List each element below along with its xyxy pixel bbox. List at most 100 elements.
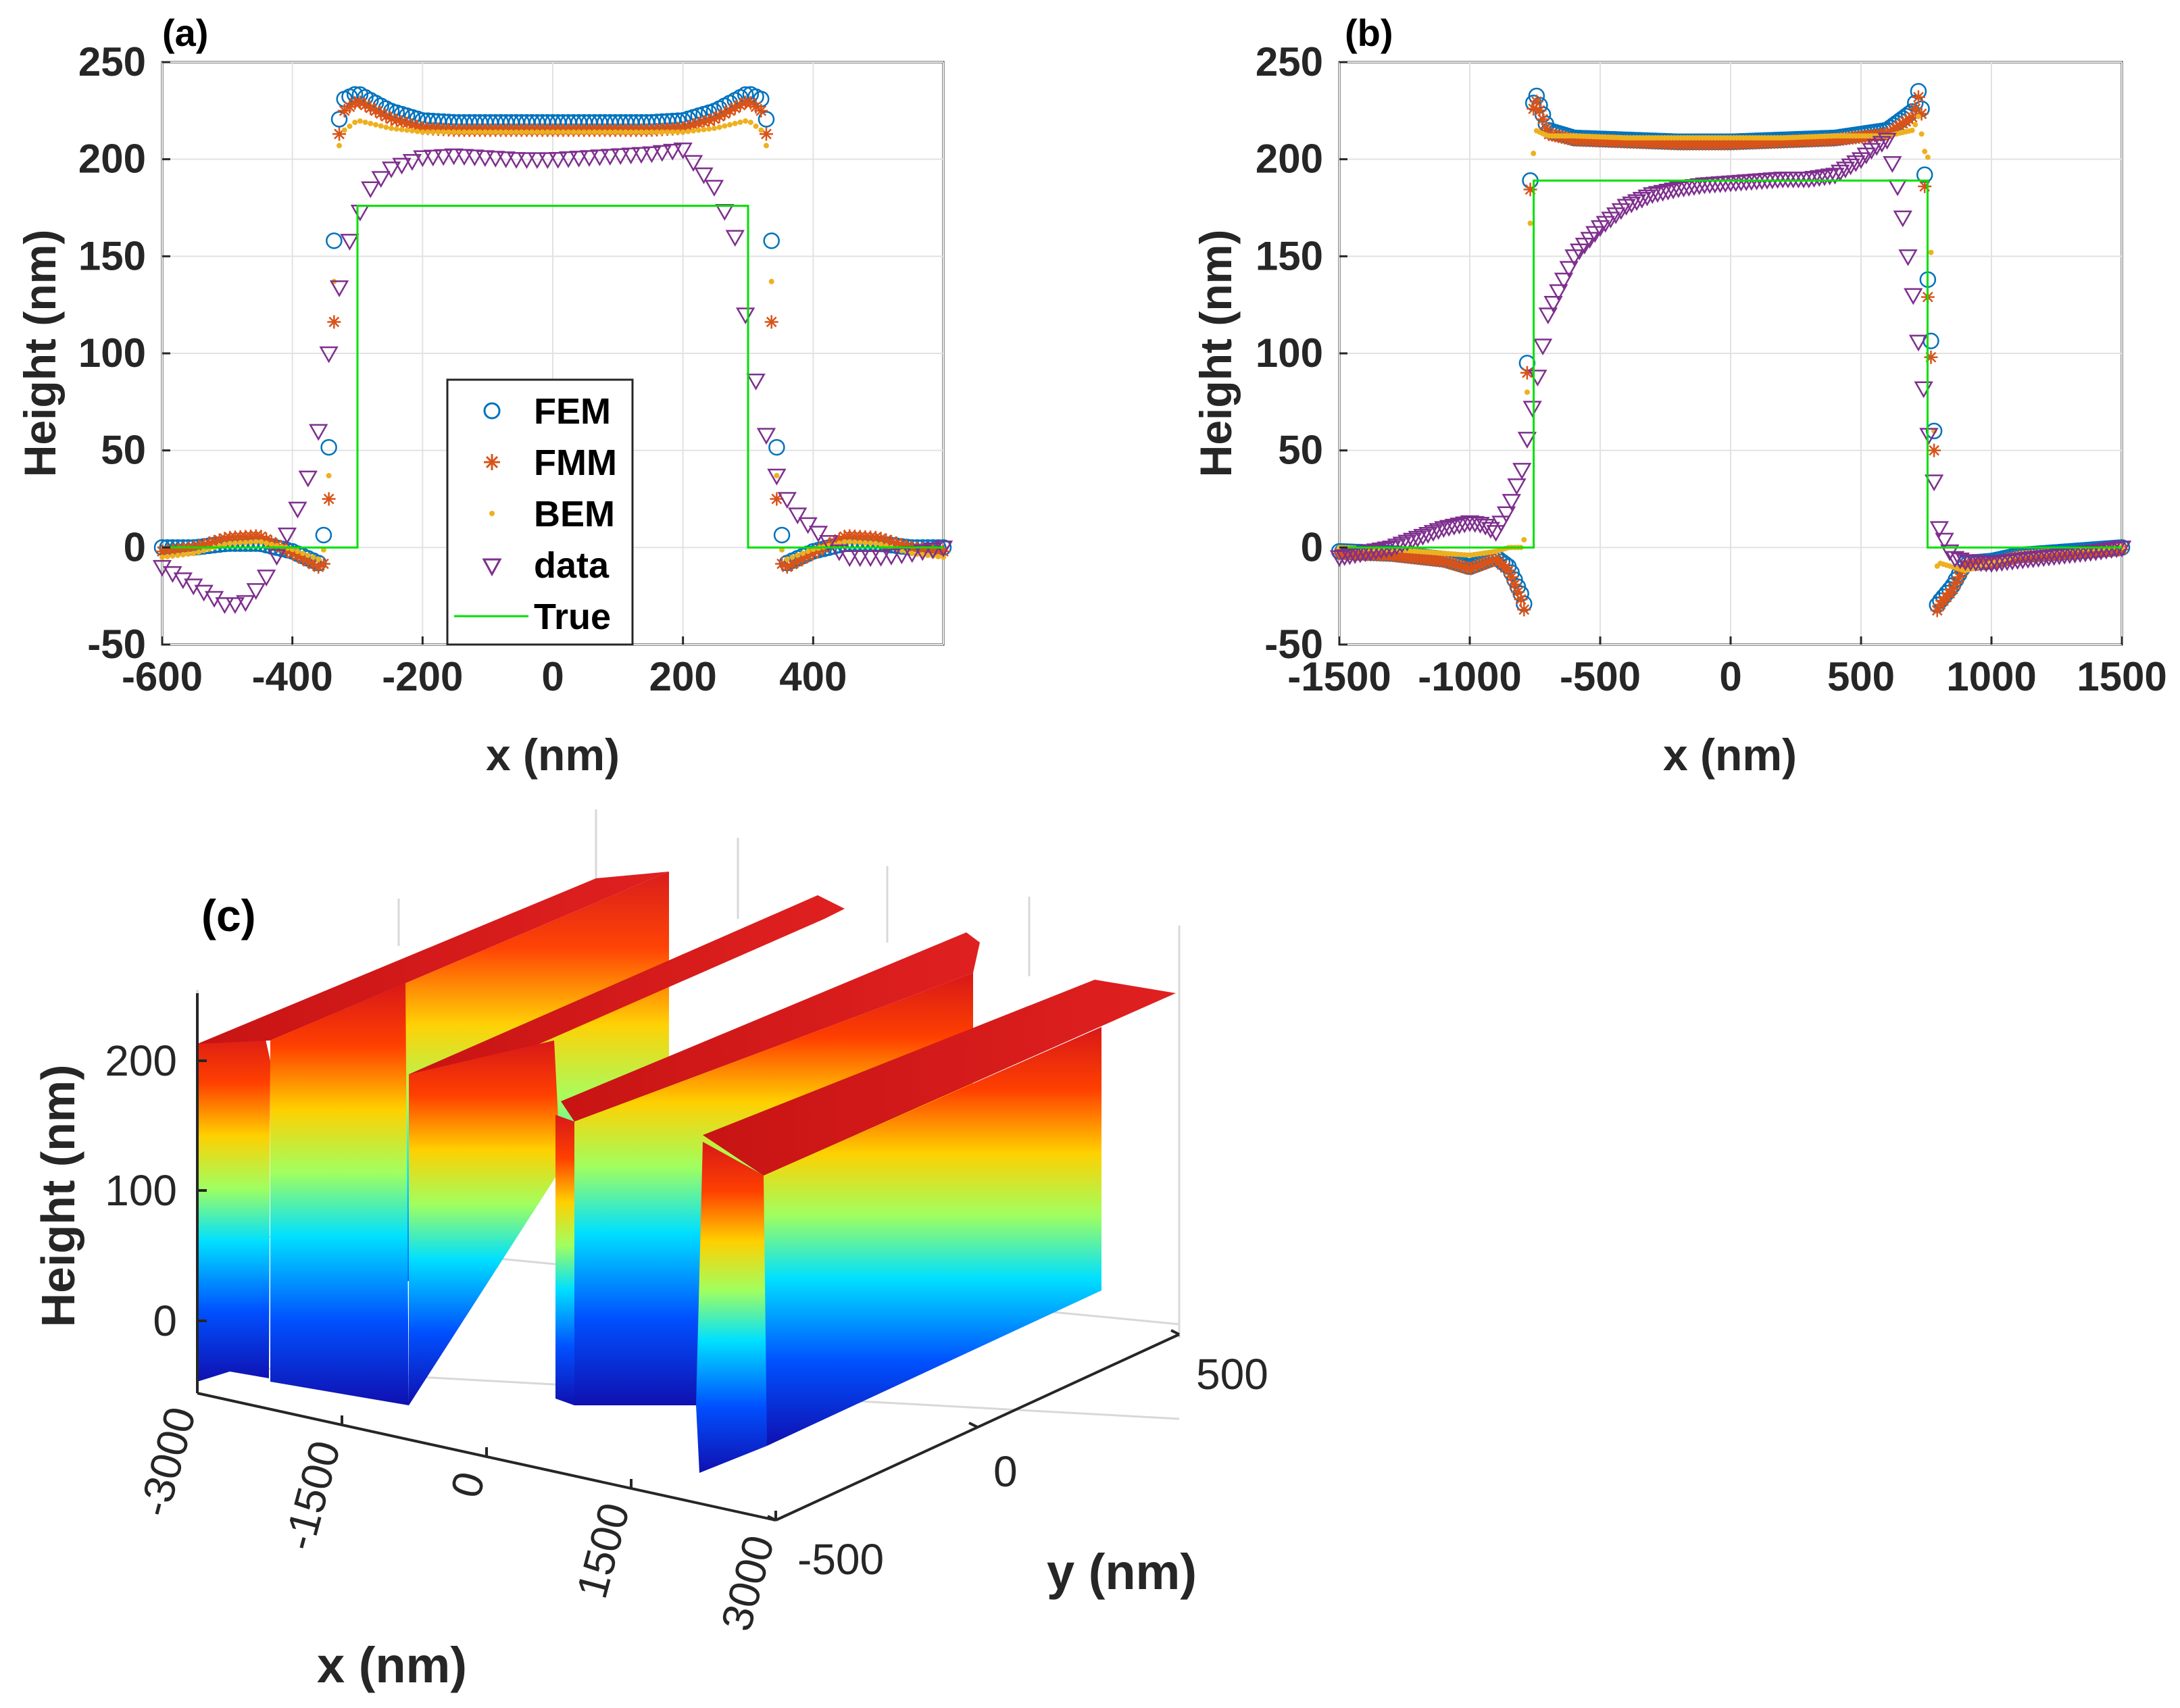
- legend-fem-label: FEM: [534, 391, 611, 432]
- bem-point: [566, 129, 572, 135]
- bem-point: [685, 128, 691, 134]
- z-tick-200: 200: [105, 1036, 177, 1085]
- bem-point: [164, 553, 170, 559]
- bem-point: [472, 129, 478, 135]
- data-point: [652, 145, 672, 162]
- data-point: [1392, 536, 1412, 554]
- bem-point: [487, 129, 493, 135]
- x-tick-label: 1500: [2077, 654, 2166, 699]
- bem-point: [237, 540, 243, 546]
- bem-point: [586, 129, 592, 135]
- x-tick-label: 1000: [1946, 654, 2036, 699]
- data-point: [1517, 432, 1537, 449]
- data-point: [1408, 530, 1427, 548]
- data-point: [1835, 161, 1855, 178]
- y-tick-500: 500: [1196, 1350, 1268, 1399]
- data-point: [913, 544, 933, 561]
- bem-point: [1912, 122, 1918, 128]
- y-tick-label: 200: [1256, 136, 1323, 182]
- data-point: [1371, 542, 1391, 559]
- y-tick-label: 50: [101, 428, 146, 473]
- legend: FEM FMM BEM data True: [446, 378, 634, 646]
- bem-point: [758, 127, 764, 133]
- data-point: [1402, 532, 1422, 550]
- bem-point: [1909, 127, 1915, 133]
- bem-point: [232, 540, 238, 546]
- data-point: [1622, 196, 1641, 214]
- data-point: [1476, 518, 1495, 536]
- data-point: [1502, 494, 1521, 511]
- data-point: [767, 468, 787, 486]
- data-point: [288, 501, 307, 519]
- data-point: [1877, 132, 1897, 150]
- fmm-point: [1927, 443, 1941, 457]
- data-point: [756, 428, 776, 445]
- x-tick-neg3000: -3000: [130, 1402, 205, 1522]
- data-point: [486, 151, 505, 168]
- bem-point: [643, 129, 649, 135]
- legend-true-label: True: [534, 597, 611, 637]
- bem-point: [445, 129, 451, 135]
- panel-b-marks: [1329, 82, 2132, 618]
- bem-point: [607, 129, 613, 135]
- bem-point: [550, 129, 555, 135]
- data-point: [1554, 272, 1574, 290]
- data-point: [256, 570, 276, 586]
- data-point: [1538, 307, 1558, 325]
- data-point: [1898, 249, 1918, 266]
- bem-point: [341, 127, 347, 133]
- fem-point: [763, 232, 780, 249]
- x-tick-label: -200: [382, 654, 463, 699]
- panel-b-ylabel: Height (nm): [1191, 230, 1241, 478]
- bem-point: [414, 128, 420, 134]
- bem-point: [872, 541, 878, 547]
- data-point: [413, 150, 432, 168]
- bem-point: [862, 540, 868, 546]
- data-point: [642, 146, 662, 164]
- x-tick-label: -1000: [1418, 654, 1521, 699]
- bem-point: [337, 143, 343, 149]
- data-point: [683, 155, 703, 172]
- data-point: [1830, 164, 1850, 182]
- bem-point: [264, 541, 270, 547]
- bem-point: [581, 129, 587, 135]
- surface-top-2b: [561, 932, 980, 1122]
- data-point: [1361, 544, 1381, 561]
- bem-point: [670, 129, 676, 135]
- bem-point: [409, 128, 415, 134]
- x-tick-label: -1500: [1287, 654, 1391, 699]
- bem-point: [159, 554, 165, 560]
- bem-point: [1915, 114, 1921, 120]
- x-tick-neg1500: -1500: [274, 1436, 350, 1555]
- bem-point: [389, 125, 395, 131]
- data-point: [1935, 532, 1954, 550]
- data-point: [621, 147, 641, 165]
- y-tick-label: 150: [1256, 233, 1323, 278]
- bem-point: [1524, 389, 1530, 395]
- bem-point: [743, 118, 749, 124]
- bem-point: [753, 123, 759, 129]
- surface: [197, 872, 1176, 1473]
- data-point: [236, 595, 255, 612]
- fmm-point: [1520, 366, 1534, 380]
- bem-point: [201, 547, 207, 553]
- bem-point: [248, 539, 254, 545]
- fem-point: [768, 438, 785, 456]
- bem-point: [1531, 151, 1537, 157]
- x-tick-label: -600: [122, 654, 203, 699]
- data-point: [1543, 296, 1563, 313]
- x-tick-0: 0: [441, 1467, 495, 1503]
- data-point: [673, 143, 693, 159]
- data-point: [1637, 189, 1657, 207]
- bem-point: [399, 126, 405, 132]
- bem-point: [654, 129, 660, 135]
- data-point: [517, 152, 537, 170]
- bem-point: [503, 129, 509, 135]
- bem-point: [737, 119, 743, 125]
- bem-point: [612, 129, 618, 135]
- bem-point: [347, 123, 353, 129]
- data-point: [423, 149, 443, 167]
- bem-point: [456, 129, 462, 135]
- bem-point: [430, 129, 436, 135]
- data-point: [267, 549, 287, 566]
